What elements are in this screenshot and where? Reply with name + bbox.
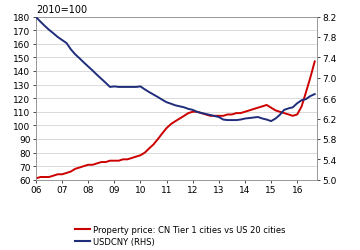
Legend: Property price: CN Tier 1 cities vs US 20 cities, USDCNY (RHS): Property price: CN Tier 1 cities vs US 2…: [75, 226, 285, 246]
Text: 2010=100: 2010=100: [36, 6, 87, 15]
